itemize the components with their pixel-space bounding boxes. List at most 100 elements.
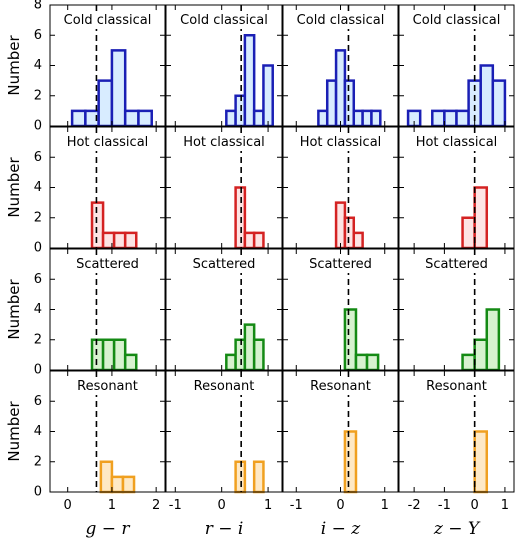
histogram-bar bbox=[90, 201, 105, 250]
y-axis-title: Number bbox=[5, 35, 23, 96]
histogram-bar bbox=[317, 109, 329, 128]
histogram-bar bbox=[243, 323, 256, 372]
panel-frame bbox=[165, 4, 283, 127]
histogram-bar bbox=[334, 201, 347, 250]
histogram-bar bbox=[325, 79, 338, 128]
panel-1-1: Hot classical bbox=[165, 126, 283, 250]
histogram-bar bbox=[90, 338, 105, 372]
histogram-bar bbox=[461, 216, 476, 250]
x-tick-label: 1 bbox=[381, 498, 389, 513]
histogram-bar bbox=[352, 109, 364, 128]
panel-0-0: Cold classical bbox=[49, 4, 166, 128]
histogram-bar bbox=[225, 353, 237, 372]
panel-label-background bbox=[190, 256, 258, 273]
y-axis-title: Number bbox=[5, 279, 23, 340]
panel-label-background bbox=[307, 256, 374, 273]
panel-3-2: Resonant bbox=[282, 370, 399, 494]
histogram-bar bbox=[234, 460, 247, 494]
histogram-bar bbox=[485, 308, 501, 372]
histogram-bar bbox=[137, 109, 153, 128]
histogram-bar bbox=[252, 109, 265, 128]
x-axis-title: r − i bbox=[205, 519, 244, 539]
panel-label-background bbox=[74, 256, 141, 273]
panel-label: Resonant bbox=[77, 379, 138, 394]
y-tick-label: 6 bbox=[34, 272, 42, 287]
y-tick-label: 2 bbox=[34, 332, 42, 347]
panel-frame bbox=[398, 248, 515, 371]
panel-label: Hot classical bbox=[416, 135, 498, 150]
panel-frame bbox=[49, 248, 166, 371]
panel-label: Scattered bbox=[76, 257, 139, 272]
panel-frame bbox=[49, 126, 166, 249]
panel-label-background bbox=[308, 378, 373, 395]
panel-2-2: Scattered bbox=[282, 248, 399, 372]
histogram-bar bbox=[365, 353, 380, 372]
panel-label-background bbox=[413, 134, 500, 151]
x-tick-label: -1 bbox=[438, 498, 451, 513]
panel-0-1: Cold classical bbox=[165, 4, 283, 128]
histogram-bar bbox=[431, 109, 446, 128]
panel-label: Scattered bbox=[193, 257, 256, 272]
histogram-bar bbox=[234, 94, 247, 128]
histogram-bar bbox=[99, 460, 114, 494]
panel-frame bbox=[282, 370, 399, 493]
panel-label: Hot classical bbox=[67, 135, 149, 150]
y-tick-label: 6 bbox=[34, 28, 42, 43]
y-axis-labels: Number 0 2 4 6 8 Number 0 2 4 6 Number 0 2 4 6 Number 0 2 4… bbox=[5, 0, 42, 500]
x-axis-labels: 0 1 2 g − r -1 0 1 r − i -1 0 1 i − z -2 -1 0 1 z − Y bbox=[64, 498, 510, 539]
histogram-bar bbox=[473, 186, 489, 250]
panel-label-background bbox=[61, 12, 154, 29]
panel-2-1: Scattered bbox=[165, 248, 283, 372]
panel-frame bbox=[165, 126, 283, 249]
panel-0-2: Cold classical bbox=[282, 4, 399, 128]
x-tick-label: 0 bbox=[471, 498, 479, 513]
x-tick-label: -1 bbox=[169, 498, 182, 513]
panel-1-3: Hot classical bbox=[398, 126, 515, 250]
panel-frame bbox=[49, 370, 166, 493]
histogram-bar bbox=[225, 109, 237, 128]
histogram-bar bbox=[243, 34, 256, 128]
histogram-panels: Cold classical Cold classical Cold classic… bbox=[49, 4, 515, 494]
x-tick-label: 1 bbox=[501, 498, 509, 513]
x-axis-title: i − z bbox=[321, 519, 361, 539]
x-tick-label: -2 bbox=[408, 498, 421, 513]
x-tick-label: 0 bbox=[218, 498, 226, 513]
panel-label-background bbox=[178, 12, 270, 29]
panel-frame bbox=[282, 248, 399, 371]
panel-label: Cold classical bbox=[297, 13, 385, 28]
histogram-bar bbox=[343, 308, 358, 372]
histogram-bar bbox=[252, 460, 265, 494]
histogram-bar bbox=[343, 79, 356, 128]
histogram-bar bbox=[252, 231, 265, 250]
histogram-bar bbox=[334, 49, 347, 128]
y-tick-label: 6 bbox=[34, 150, 42, 165]
histogram-bar bbox=[473, 338, 489, 372]
panel-label: Resonant bbox=[310, 379, 371, 394]
panel-3-1: Resonant bbox=[165, 370, 283, 494]
panel-label-background bbox=[181, 134, 267, 151]
y-tick-label: 2 bbox=[34, 210, 42, 225]
panel-frame bbox=[49, 4, 166, 127]
y-tick-label: 8 bbox=[34, 0, 42, 13]
histogram-bar bbox=[123, 231, 138, 250]
y-tick-label: 0 bbox=[34, 363, 42, 378]
histogram-bar bbox=[121, 475, 136, 494]
panel-frame bbox=[282, 4, 399, 127]
x-tick-label: 1 bbox=[264, 498, 272, 513]
histogram-bar bbox=[234, 186, 247, 250]
panel-label: Scattered bbox=[425, 257, 488, 272]
x-axis-title: z − Y bbox=[433, 519, 481, 539]
panel-label-background bbox=[297, 134, 384, 151]
histogram-bar bbox=[110, 49, 127, 128]
panel-2-3: Scattered bbox=[398, 248, 515, 372]
histogram-bar bbox=[110, 475, 125, 494]
y-tick-label: 4 bbox=[34, 302, 42, 317]
panel-label: Scattered bbox=[309, 257, 372, 272]
y-tick-label: 0 bbox=[34, 485, 42, 500]
histogram-bar bbox=[234, 338, 247, 372]
histogram-bar bbox=[123, 353, 138, 372]
histogram-bar bbox=[262, 64, 274, 128]
x-tick-label: -1 bbox=[290, 498, 303, 513]
histogram-bar bbox=[352, 231, 364, 250]
